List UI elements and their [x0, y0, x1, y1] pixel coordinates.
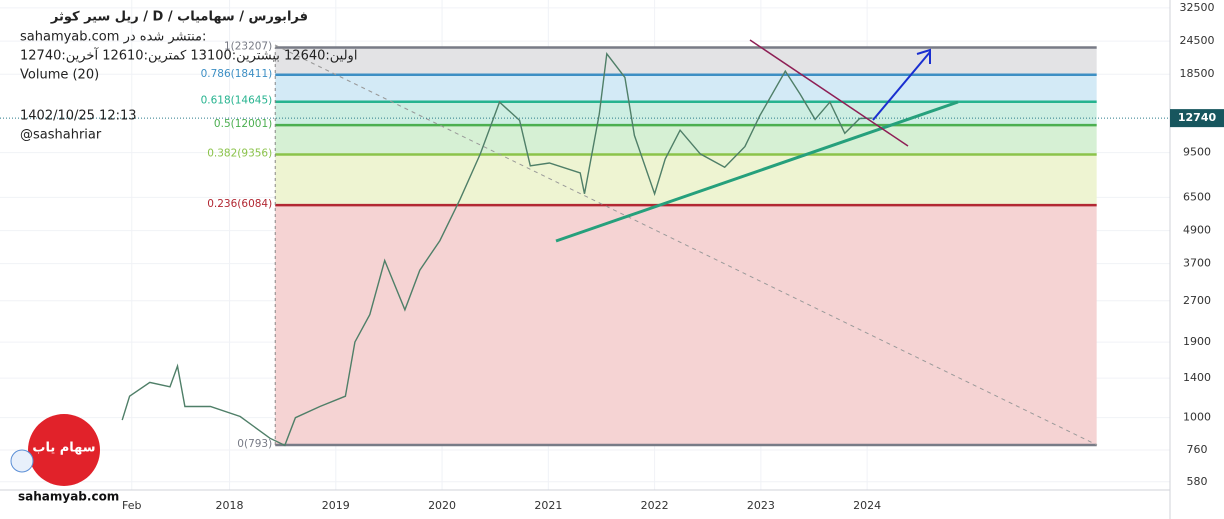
y-tick-label: 3700	[1183, 257, 1211, 270]
author: @sashahriar	[20, 128, 102, 143]
y-tick-label: 580	[1187, 475, 1208, 488]
x-tick-label: 2024	[853, 499, 881, 512]
fib-zone	[275, 47, 1097, 75]
y-tick-label: 9500	[1183, 146, 1211, 159]
y-tick-label: 1900	[1183, 335, 1211, 348]
x-tick-label: 2023	[747, 499, 775, 512]
arrow-head	[916, 48, 931, 64]
y-tick-label: 32500	[1180, 1, 1215, 14]
y-tick-label: 760	[1187, 443, 1208, 456]
y-tick-label: 2700	[1183, 294, 1211, 307]
plot-layer	[0, 52, 1170, 447]
fib-label: 0.786(18411)	[201, 68, 273, 80]
x-tick-label: Feb	[122, 499, 141, 512]
x-tick-label: 2019	[322, 499, 350, 512]
site-icon	[10, 449, 34, 473]
fib-label: 0.236(6084)	[207, 198, 272, 210]
y-tick-label: 24500	[1180, 34, 1215, 47]
timestamp: 1402/10/25 12:13	[20, 109, 137, 124]
y-tick-label: 4900	[1183, 224, 1211, 237]
dashed-trend	[274, 44, 1098, 446]
chart-title: ریل سیر کوثر / D / فرابورس / سهامیاب	[50, 10, 308, 25]
x-tick-label: 2021	[534, 499, 562, 512]
fib-zone	[275, 125, 1097, 155]
price-line	[121, 52, 873, 447]
fib-label: 0.618(14645)	[201, 95, 273, 107]
projection-arrow	[872, 51, 931, 121]
y-tick-label: 18500	[1180, 67, 1215, 80]
published-note: sahamyab.com منتشر شده در:	[20, 30, 206, 45]
fib-zone	[275, 205, 1097, 445]
fib-label: 0.382(9356)	[207, 147, 272, 159]
watermark: sahamyab.com	[18, 490, 119, 504]
y-tick-label: 6500	[1183, 190, 1211, 203]
fib-zone	[275, 101, 1097, 126]
y-tick-label: 1400	[1183, 371, 1211, 384]
fib-label: 0.5(12001)	[214, 118, 272, 130]
fib-label: 1(23207)	[224, 41, 272, 53]
logo-circle	[28, 414, 100, 486]
resistance-line	[749, 39, 909, 147]
fib-zone	[275, 74, 1097, 102]
logo-text: سهام یاب	[32, 441, 95, 456]
last-price-tag	[1170, 109, 1224, 128]
fibonacci-layer: 0(793) 0.236(6084) 0.382(9356) 0.5(12001) 0.…	[201, 41, 1097, 450]
support-line	[555, 100, 959, 243]
last-price-label: 12740	[1178, 111, 1217, 124]
x-tick-label: 2018	[216, 499, 244, 512]
x-tick-label: 2020	[428, 499, 456, 512]
indicator-label: Volume (20)	[20, 68, 99, 83]
fib-label: 0(793)	[237, 438, 272, 450]
x-tick-label: 2022	[641, 499, 669, 512]
ohlc-text: اولین:12640 بیشترین:13100 کمترین:12610 آ…	[20, 47, 357, 64]
y-tick-label: 1000	[1183, 411, 1211, 424]
axes-layer: 580 760 1000 1400 1900 2700 3700 4900 6500 9500 18…	[122, 1, 1224, 512]
